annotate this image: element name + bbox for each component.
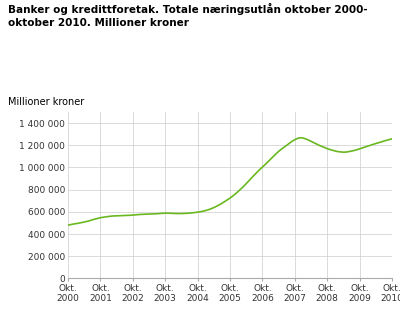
Text: Millioner kroner: Millioner kroner	[8, 97, 84, 107]
Text: Banker og kredittforetak. Totale næringsutlån oktober 2000-
oktober 2010. Millio: Banker og kredittforetak. Totale nærings…	[8, 3, 368, 28]
